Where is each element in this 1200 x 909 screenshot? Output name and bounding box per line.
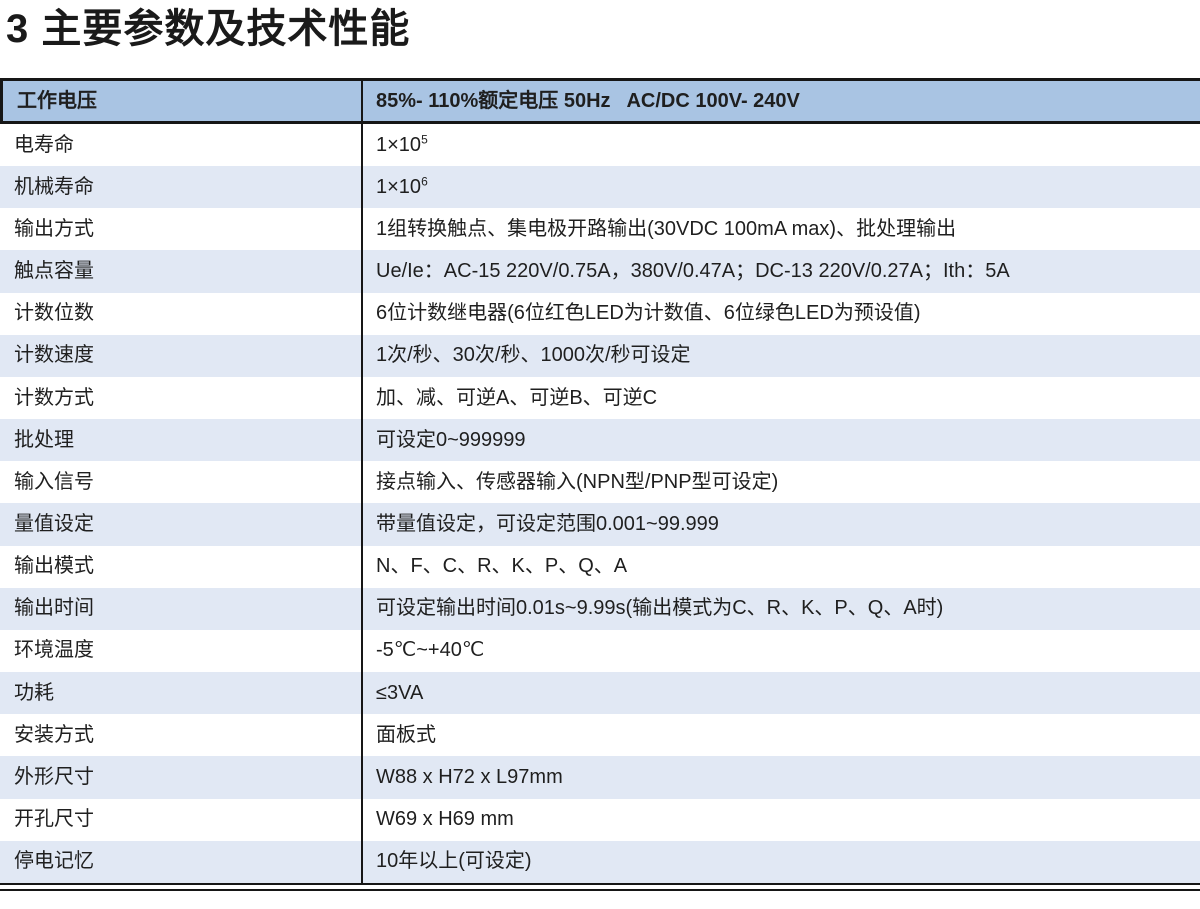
table-row: 计数方式 加、减、可逆A、可逆B、可逆C	[0, 376, 1200, 420]
row-value: 1×105	[376, 131, 428, 156]
row-value: N、F、C、R、K、P、Q、A	[376, 555, 628, 578]
table-row: 环境温度 -5℃~+40℃	[0, 629, 1200, 673]
row-value: 接点输入、传感器输入(NPN型/PNP型可设定)	[376, 470, 779, 493]
table-row: 机械寿命 1×106	[0, 166, 1200, 209]
table-row: 开孔尺寸 W69 x H69 mm	[0, 798, 1200, 841]
row-value: W88 x H72 x L97mm	[376, 765, 563, 788]
row-label: 外形尺寸	[0, 756, 363, 799]
table-row: 功耗 ≤3VA	[0, 672, 1200, 715]
row-value: W69 x H69 mm	[376, 808, 514, 831]
row-label: 触点容量	[0, 250, 363, 293]
table-row: 计数速度 1次/秒、30次/秒、1000次/秒可设定	[0, 334, 1200, 377]
table-header-row: 工作电压 85%- 110%额定电压 50Hz AC/DC 100V- 240V	[0, 78, 1200, 124]
row-label: 输出时间	[0, 587, 363, 630]
superscript: 6	[421, 174, 428, 189]
table-row: 输出模式 N、F、C、R、K、P、Q、A	[0, 545, 1200, 588]
table-bottom-rule	[0, 882, 1200, 891]
table-row: 电寿命 1×105	[0, 124, 1200, 167]
row-label: 输出模式	[0, 545, 363, 588]
table-row: 输出方式 1组转换触点、集电极开路输出(30VDC 100mA max)、批处理…	[0, 208, 1200, 251]
row-value: 加、减、可逆A、可逆B、可逆C	[376, 386, 658, 409]
row-label: 输出方式	[0, 208, 363, 251]
row-label: 批处理	[0, 419, 363, 462]
table-body: 电寿命 1×105 机械寿命 1×106 输出方式 1组转换触点、集电极开路输出…	[0, 124, 1200, 883]
row-label: 计数方式	[0, 376, 363, 420]
row-value: 带量值设定，可设定范围0.001~99.999	[376, 512, 719, 535]
row-value: 6位计数继电器(6位红色LED为计数值、6位绿色LED为预设值)	[376, 302, 921, 325]
row-label: 停电记忆	[0, 840, 363, 883]
row-value: 可设定输出时间0.01s~9.99s(输出模式为C、R、K、P、Q、A时)	[376, 597, 944, 620]
table-row: 输入信号 接点输入、传感器输入(NPN型/PNP型可设定)	[0, 461, 1200, 504]
row-value: ≤3VA	[376, 681, 424, 704]
table-row: 停电记忆 10年以上(可设定)	[0, 840, 1200, 883]
row-value: 面板式	[376, 723, 436, 746]
row-label: 机械寿命	[0, 166, 363, 209]
row-label: 安装方式	[0, 714, 363, 757]
row-value: 1次/秒、30次/秒、1000次/秒可设定	[376, 344, 691, 367]
row-value: 可设定0~999999	[376, 428, 526, 451]
row-label: 环境温度	[0, 629, 363, 673]
header-param-cell: 工作电压	[3, 81, 363, 121]
table-row: 计数位数 6位计数继电器(6位红色LED为计数值、6位绿色LED为预设值)	[0, 292, 1200, 335]
table-row: 输出时间 可设定输出时间0.01s~9.99s(输出模式为C、R、K、P、Q、A…	[0, 587, 1200, 630]
row-label: 开孔尺寸	[0, 798, 363, 841]
row-value: 1组转换触点、集电极开路输出(30VDC 100mA max)、批处理输出	[376, 217, 957, 240]
table-row: 量值设定 带量值设定，可设定范围0.001~99.999	[0, 503, 1200, 546]
table-row: 触点容量 Ue/Ie：AC-15 220V/0.75A，380V/0.47A；D…	[0, 250, 1200, 293]
superscript: 5	[421, 131, 428, 146]
row-value: 1×106	[376, 174, 428, 198]
row-label: 电寿命	[0, 124, 363, 167]
row-value: -5℃~+40℃	[376, 639, 485, 662]
page-title: 3 主要参数及技术性能	[6, 7, 411, 51]
row-label: 功耗	[0, 672, 363, 715]
row-label: 输入信号	[0, 461, 363, 504]
table-row: 安装方式 面板式	[0, 714, 1200, 757]
row-value: Ue/Ie：AC-15 220V/0.75A，380V/0.47A；DC-13 …	[376, 260, 1010, 283]
row-label: 计数位数	[0, 292, 363, 335]
row-label: 计数速度	[0, 334, 363, 377]
table-row: 外形尺寸 W88 x H72 x L97mm	[0, 756, 1200, 799]
table-row: 批处理 可设定0~999999	[0, 419, 1200, 462]
row-value: 10年以上(可设定)	[376, 850, 532, 873]
header-value-cell: 85%- 110%额定电压 50Hz AC/DC 100V- 240V	[376, 89, 800, 112]
row-label: 量值设定	[0, 503, 363, 546]
spec-table: 工作电压 85%- 110%额定电压 50Hz AC/DC 100V- 240V…	[0, 78, 1200, 891]
